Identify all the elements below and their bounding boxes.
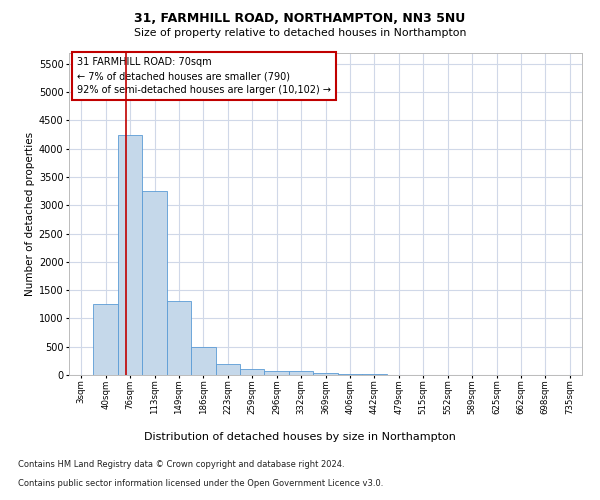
Bar [289, 372, 313, 375]
Bar [265, 371, 289, 375]
Text: Size of property relative to detached houses in Northampton: Size of property relative to detached ho… [134, 28, 466, 38]
Bar [240, 370, 265, 375]
Text: Contains HM Land Registry data © Crown copyright and database right 2024.: Contains HM Land Registry data © Crown c… [18, 460, 344, 469]
Text: 31 FARMHILL ROAD: 70sqm
← 7% of detached houses are smaller (790)
92% of semi-de: 31 FARMHILL ROAD: 70sqm ← 7% of detached… [77, 58, 331, 96]
Bar [313, 374, 338, 375]
Bar [191, 346, 215, 375]
Text: 31, FARMHILL ROAD, NORTHAMPTON, NN3 5NU: 31, FARMHILL ROAD, NORTHAMPTON, NN3 5NU [134, 12, 466, 26]
Text: Contains public sector information licensed under the Open Government Licence v3: Contains public sector information licen… [18, 478, 383, 488]
Text: Distribution of detached houses by size in Northampton: Distribution of detached houses by size … [144, 432, 456, 442]
Bar [94, 304, 118, 375]
Bar [142, 191, 167, 375]
Bar [338, 374, 362, 375]
Bar [118, 134, 142, 375]
Bar [362, 374, 386, 375]
Y-axis label: Number of detached properties: Number of detached properties [25, 132, 35, 296]
Bar [215, 364, 240, 375]
Bar [167, 302, 191, 375]
